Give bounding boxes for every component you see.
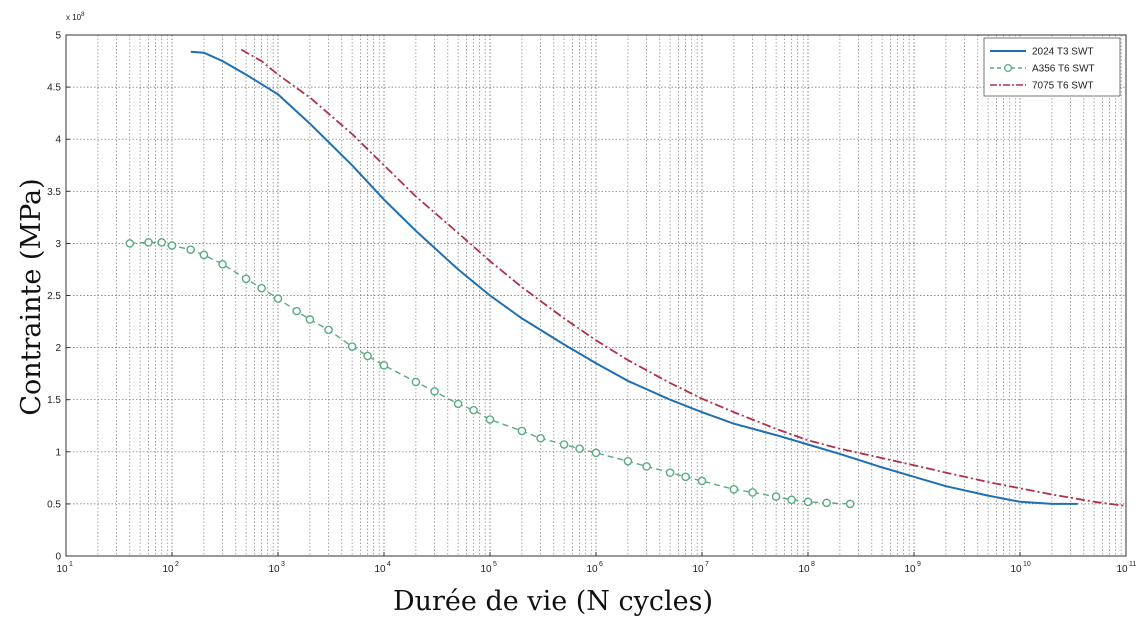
series-point (305, 315, 315, 324)
x-tick-exponent: 1 (69, 561, 73, 568)
series-point (536, 433, 545, 443)
x-tick-label: 10 (480, 564, 492, 575)
x-tick-label: 10 (692, 564, 704, 575)
x-tick-exponent: 10 (1023, 561, 1031, 568)
y-tick-label: 4.5 (47, 83, 61, 94)
series-point (729, 485, 739, 494)
y-tick-label: 2.5 (47, 291, 61, 302)
legend-label: 7075 T6 SWT (1032, 81, 1094, 92)
series-point (144, 238, 153, 247)
legend-label: A356 T6 SWT (1032, 64, 1095, 75)
x-tick-label: 10 (1116, 564, 1128, 575)
series-point (411, 377, 421, 387)
series-point (453, 399, 463, 409)
x-tick-exponent: 7 (705, 561, 709, 568)
series-point (787, 495, 796, 505)
legend: 2024 T3 SWT A356 T6 SWT 7075 T6 SWT (983, 37, 1121, 97)
y-scale-multiplier: x 108 (66, 12, 85, 22)
x-tick-exponent: 8 (811, 561, 815, 568)
series-point (771, 492, 781, 501)
x-tick-label: 10 (798, 564, 810, 575)
x-tick-label: 10 (268, 564, 280, 575)
series-point (292, 306, 301, 316)
y-tick-label: 1 (55, 447, 61, 458)
series-line-1 (190, 50, 1078, 505)
series-point (363, 351, 372, 361)
series-point (199, 250, 209, 260)
series-line-3 (240, 48, 1127, 507)
series-point (822, 498, 831, 508)
legend-label: 2024 T3 SWT (1032, 47, 1094, 58)
y-tick-label: 1.5 (47, 395, 61, 406)
x-tick-exponent: 11 (1129, 561, 1136, 568)
y-tick-label: 0.5 (47, 499, 61, 510)
series-point (347, 342, 357, 351)
x-tick-exponent: 9 (917, 561, 921, 568)
series (125, 48, 1127, 509)
series-point (218, 259, 227, 269)
x-tick-exponent: 2 (175, 561, 179, 568)
y-axis-title: Contrainte (MPa) (16, 178, 47, 415)
x-tick-exponent: 4 (387, 561, 391, 568)
series-point (697, 476, 707, 486)
x-axis-title: Durée de vie (N cycles) (393, 586, 713, 617)
x-tick-label: 10 (1010, 564, 1022, 575)
x-tick-label: 10 (162, 564, 174, 575)
x-tick-label: 10 (56, 564, 68, 575)
series-point (748, 488, 757, 497)
series-point (273, 294, 283, 303)
series-point (379, 361, 389, 370)
series-point (623, 456, 633, 466)
series-point (591, 448, 601, 458)
x-tick-label: 10 (904, 564, 916, 575)
y-tick-label: 3.5 (47, 187, 61, 198)
series-point (665, 468, 675, 477)
series-point (559, 440, 569, 449)
series-point (157, 238, 167, 247)
series-point (803, 497, 813, 507)
series-point (845, 499, 855, 509)
series-point (125, 239, 135, 248)
series-point (575, 444, 584, 453)
series-point (430, 387, 439, 396)
series-point (257, 283, 266, 293)
series-point (485, 415, 495, 424)
series-point (642, 462, 651, 471)
series-point (167, 241, 177, 250)
series-point (681, 472, 690, 482)
x-tick-exponent: 3 (281, 561, 285, 568)
series-point (517, 426, 527, 436)
x-tick-label: 10 (374, 564, 386, 575)
y-tick-label: 0 (55, 552, 61, 563)
y-tick-label: 4 (55, 135, 61, 146)
legend-marker (1003, 63, 1013, 73)
x-tick-label: 10 (586, 564, 598, 575)
x-tick-exponent: 6 (599, 561, 603, 568)
series-point (186, 245, 195, 254)
series-point (324, 325, 333, 335)
series-line-2 (129, 241, 851, 505)
y-tick-label: 2 (55, 343, 61, 354)
series-point (241, 274, 251, 284)
y-tick-label: 5 (55, 31, 61, 42)
x-tick-exponent: 5 (493, 561, 497, 568)
series-point (469, 405, 478, 415)
y-tick-label: 3 (55, 239, 61, 250)
